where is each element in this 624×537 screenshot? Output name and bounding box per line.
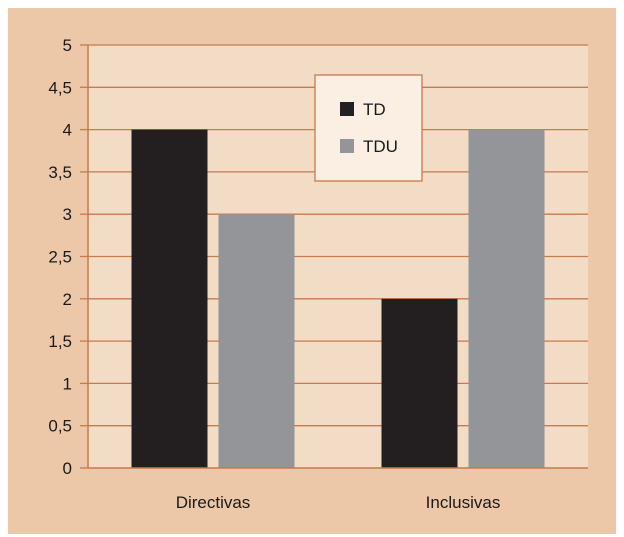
y-tick-label: 1,5: [48, 332, 72, 351]
x-axis-labels: Directivas Inclusivas: [176, 493, 501, 512]
y-tick-label: 0,5: [48, 417, 72, 436]
y-tick-label: 2,5: [48, 248, 72, 267]
y-tick-label: 0: [63, 459, 72, 478]
bar-td-inclusivas: [381, 298, 458, 468]
legend-swatch-tdu: [340, 139, 354, 153]
bar-td-directivas: [131, 129, 208, 468]
y-tick-label: 1: [63, 374, 72, 393]
chart-frame: 0 0,5 1 1,5 2 2,5 3 3,5 4 4,5 5 Directivas Inclusiv…: [8, 8, 616, 534]
y-tick-label: 2: [63, 290, 72, 309]
bar-chart: 0 0,5 1 1,5 2 2,5 3 3,5 4 4,5 5 Directivas Inclusiv…: [48, 36, 588, 512]
y-axis-ticks: 0 0,5 1 1,5 2 2,5 3 3,5 4 4,5 5: [48, 36, 88, 478]
x-category-label: Inclusivas: [426, 493, 501, 512]
y-tick-label: 3,5: [48, 163, 72, 182]
y-tick-label: 5: [63, 36, 72, 55]
y-tick-label: 4,5: [48, 78, 72, 97]
y-tick-label: 4: [63, 121, 72, 140]
legend-label-tdu: TDU: [363, 137, 398, 156]
legend: TD TDU: [314, 74, 423, 182]
legend-box: [314, 74, 423, 182]
y-tick-label: 3: [63, 205, 72, 224]
x-category-label: Directivas: [176, 493, 251, 512]
bar-tdu-inclusivas: [468, 129, 545, 468]
legend-label-td: TD: [363, 100, 386, 119]
bar-tdu-directivas: [218, 214, 295, 468]
bars: [131, 129, 545, 468]
legend-swatch-td: [340, 102, 354, 116]
